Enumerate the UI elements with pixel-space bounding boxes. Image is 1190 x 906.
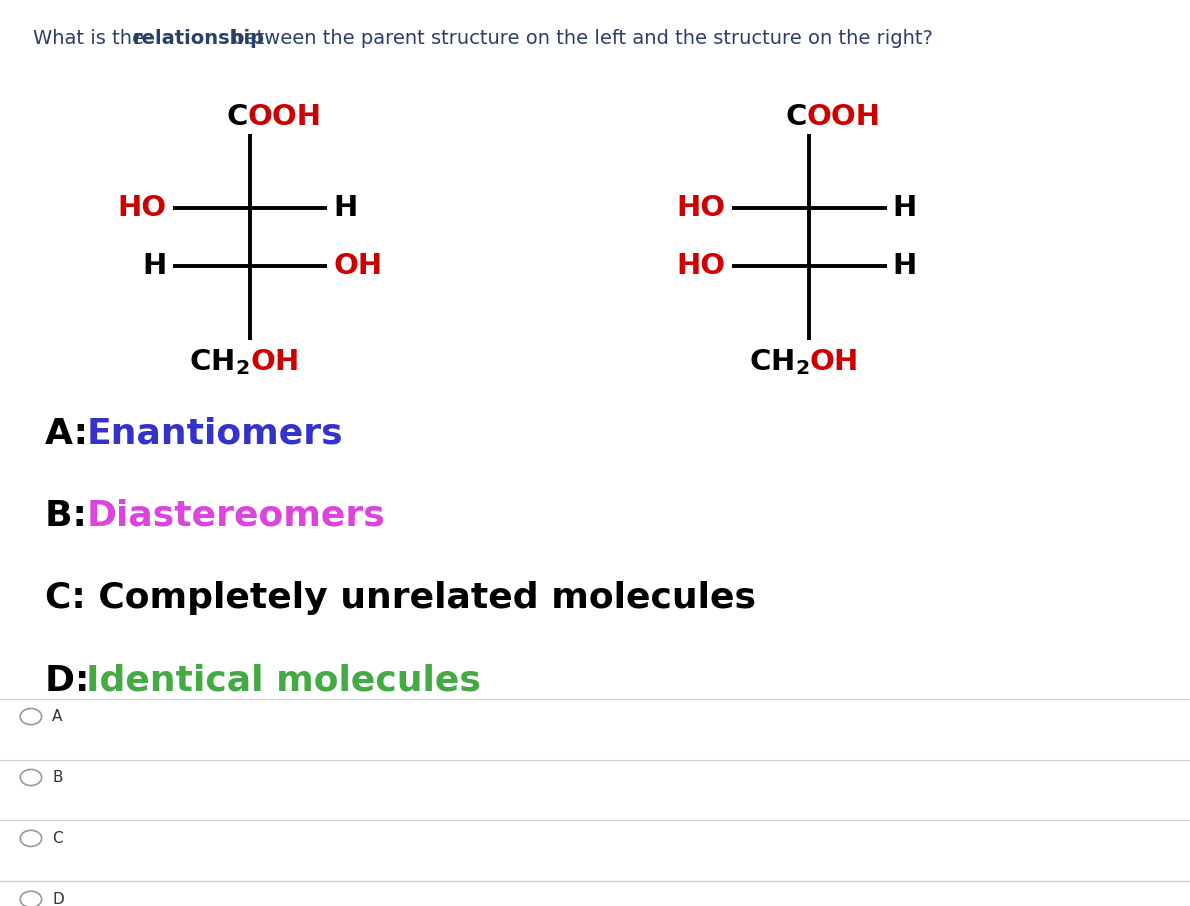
Text: C: C: [226, 102, 248, 130]
FancyArrow shape: [446, 216, 601, 259]
Circle shape: [20, 769, 42, 786]
Text: $\mathbf{CH_2}$: $\mathbf{CH_2}$: [189, 348, 250, 377]
Text: H: H: [143, 253, 167, 281]
Circle shape: [20, 830, 42, 846]
Text: C: C: [52, 831, 63, 846]
Text: C: C: [785, 102, 807, 130]
Text: OOH: OOH: [248, 102, 321, 130]
Text: relationship: relationship: [132, 29, 264, 48]
Text: What is the: What is the: [33, 29, 151, 48]
Text: Enantiomers: Enantiomers: [87, 417, 343, 450]
Text: A: A: [52, 709, 63, 724]
Text: D: D: [52, 892, 64, 906]
Text: between the parent structure on the left and the structure on the right?: between the parent structure on the left…: [226, 29, 933, 48]
Text: B:: B:: [45, 499, 100, 533]
FancyArrow shape: [446, 227, 565, 247]
Text: HO: HO: [677, 194, 726, 222]
Text: A:: A:: [45, 417, 101, 450]
Text: $\mathbf{OH}$: $\mathbf{OH}$: [250, 348, 299, 375]
Text: H: H: [333, 194, 357, 222]
Text: OH: OH: [333, 253, 382, 281]
Text: D:: D:: [45, 664, 102, 698]
Text: $\mathbf{CH_2}$: $\mathbf{CH_2}$: [749, 348, 809, 377]
Text: H: H: [892, 253, 916, 281]
Text: C: Completely unrelated molecules: C: Completely unrelated molecules: [45, 582, 756, 615]
Circle shape: [20, 892, 42, 906]
Circle shape: [20, 708, 42, 725]
Text: Identical molecules: Identical molecules: [87, 664, 481, 698]
Text: H: H: [892, 194, 916, 222]
Text: Diastereomers: Diastereomers: [87, 499, 386, 533]
Text: OOH: OOH: [807, 102, 881, 130]
Text: $\mathbf{OH}$: $\mathbf{OH}$: [809, 348, 858, 375]
Text: HO: HO: [118, 194, 167, 222]
Text: HO: HO: [677, 253, 726, 281]
Text: B: B: [52, 770, 63, 785]
